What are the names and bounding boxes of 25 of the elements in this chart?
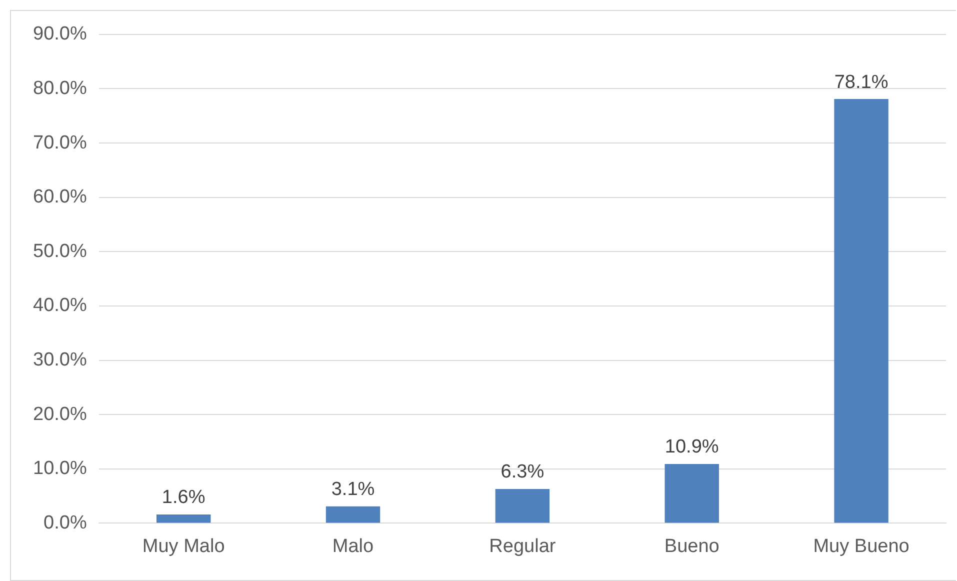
bar: [495, 488, 550, 523]
data-label: 6.3%: [500, 462, 544, 483]
y-tick-label: 0.0%: [44, 512, 87, 534]
y-tick-label: 40.0%: [33, 295, 87, 316]
y-tick-label: 30.0%: [33, 350, 87, 370]
bar: [834, 99, 888, 523]
x-tick-label: Malo: [332, 536, 374, 557]
x-tick-label: Bueno: [664, 536, 720, 557]
data-label: 3.1%: [331, 479, 375, 500]
y-tick-label: 20.0%: [33, 404, 87, 425]
x-tick-label: Muy Malo: [142, 536, 225, 557]
y-tick-label: 10.0%: [33, 458, 87, 480]
y-tick-label: 50.0%: [33, 240, 87, 262]
y-tick-label: 70.0%: [33, 132, 87, 154]
data-label: 10.9%: [664, 436, 719, 458]
x-tick-label: Muy Bueno: [813, 536, 910, 557]
bar: [156, 514, 211, 523]
data-label: 78.1%: [834, 72, 888, 93]
x-tick-label: Regular: [489, 536, 556, 557]
data-label: 1.6%: [162, 487, 206, 508]
bar: [664, 464, 719, 523]
bar: [326, 506, 380, 523]
y-tick-label: 90.0%: [33, 24, 87, 45]
y-tick-label: 80.0%: [33, 78, 87, 99]
y-tick-label: 60.0%: [33, 186, 87, 208]
